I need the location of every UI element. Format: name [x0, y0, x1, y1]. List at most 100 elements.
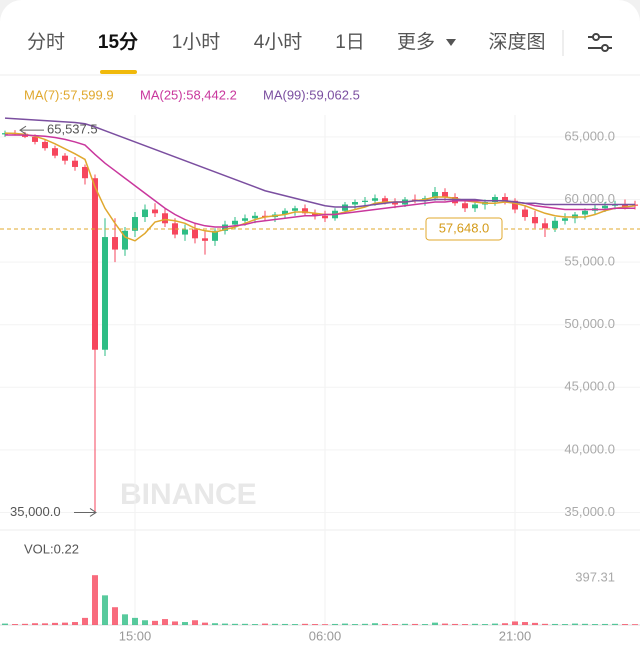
tab[interactable]: 分时	[27, 31, 65, 53]
candle-body	[32, 136, 38, 142]
volume-bar	[412, 623, 418, 625]
volume-bar	[52, 622, 58, 625]
candle-body	[472, 204, 478, 209]
volume-bar	[72, 622, 78, 625]
candle-body	[522, 209, 528, 218]
volume-bar	[132, 617, 138, 625]
volume-bar	[192, 620, 198, 625]
candle-body	[132, 217, 138, 231]
volume-bar	[262, 623, 268, 625]
legend-entry: MA(99):59,062.5	[263, 87, 360, 102]
volume-bar	[252, 624, 258, 625]
last-price-box	[425, 217, 503, 241]
candle-body	[302, 208, 308, 214]
volume-bar	[452, 623, 458, 625]
candle-body	[202, 238, 208, 241]
volume-bar	[82, 617, 88, 625]
candle-body	[72, 160, 78, 167]
volume-bar	[142, 620, 148, 625]
candle-body	[122, 230, 128, 250]
candle-body	[102, 237, 108, 350]
candle-body	[382, 198, 388, 203]
ma-line	[4, 117, 635, 208]
y-tick-label: 45,000.0	[564, 379, 615, 394]
tab[interactable]: 深度图	[488, 31, 545, 53]
volume-label: VOL:0.22	[24, 541, 79, 556]
y-tick-label: 55,000.0	[564, 254, 615, 269]
high-label: 65,537.5	[47, 122, 98, 137]
settings-icon[interactable]	[588, 33, 612, 52]
volume-bar	[502, 623, 508, 625]
volume-bar	[422, 624, 428, 625]
volume-bar	[562, 624, 568, 625]
volume-bar	[542, 623, 548, 625]
volume-bar	[482, 624, 488, 625]
volume-bar	[2, 623, 8, 625]
volume-bar	[632, 624, 638, 625]
candle-body	[552, 220, 558, 229]
volume-bar	[302, 623, 308, 625]
volume-bar	[382, 623, 388, 625]
candle-body	[602, 205, 608, 209]
candle-body	[512, 200, 518, 210]
volume-bar	[392, 624, 398, 625]
volume-bar	[152, 620, 158, 625]
candle-body	[292, 208, 298, 211]
candle-body	[112, 237, 118, 250]
volume-bar	[602, 623, 608, 625]
volume-bar	[352, 624, 358, 625]
volume-bar	[492, 623, 498, 625]
volume-bar	[182, 622, 188, 625]
candle-body	[92, 178, 98, 350]
legend-entry: MA(7):57,599.9	[24, 87, 114, 102]
volume-bar	[582, 623, 588, 625]
volume-bar	[462, 624, 468, 625]
volume-bar	[242, 623, 248, 625]
volume-bar	[622, 624, 628, 625]
y-tick-label: 35,000.0	[564, 504, 615, 519]
candle-body	[462, 203, 468, 209]
low-arrow-head	[89, 508, 97, 517]
volume-bar	[212, 623, 218, 625]
candle-body	[582, 210, 588, 215]
volume-bar	[402, 623, 408, 625]
volume-tick-label: 397.31	[575, 569, 615, 584]
watermark: BINANCE	[120, 478, 257, 511]
volume-bar	[372, 623, 378, 625]
volume-bar	[272, 623, 278, 625]
candle-body	[62, 155, 68, 161]
x-tick-label: 15:00	[119, 628, 152, 643]
volume-bar	[162, 619, 168, 625]
candle-body	[152, 209, 158, 214]
candle-body	[212, 230, 218, 241]
tab[interactable]: 1小时	[172, 31, 221, 53]
volume-bar	[112, 607, 118, 625]
high-arrow-head	[19, 125, 27, 135]
candle-body	[242, 218, 248, 221]
legend-entry: MA(25):58,442.2	[140, 87, 237, 102]
candle-body	[162, 213, 168, 224]
x-tick-label: 21:00	[499, 628, 532, 643]
tab[interactable]: 更多	[397, 31, 435, 53]
tab[interactable]: 4小时	[254, 31, 303, 53]
tab-active[interactable]: 15分	[98, 31, 138, 53]
volume-bar	[202, 622, 208, 625]
volume-bar	[522, 622, 528, 625]
candle-body	[182, 229, 188, 235]
volume-bar	[312, 624, 318, 625]
candle-body	[502, 196, 508, 201]
volume-bar	[12, 624, 18, 625]
candle-body	[362, 200, 368, 203]
candle-body	[352, 202, 358, 205]
dropdown-arrow	[446, 39, 456, 46]
y-tick-label: 50,000.0	[564, 316, 615, 331]
tab-underline	[100, 70, 137, 74]
volume-bar	[22, 623, 28, 625]
candle-body	[532, 217, 538, 224]
y-tick-label: 40,000.0	[564, 441, 615, 456]
tab[interactable]: 1日	[335, 32, 365, 53]
candle-body	[52, 148, 58, 156]
candle-body	[442, 191, 448, 197]
